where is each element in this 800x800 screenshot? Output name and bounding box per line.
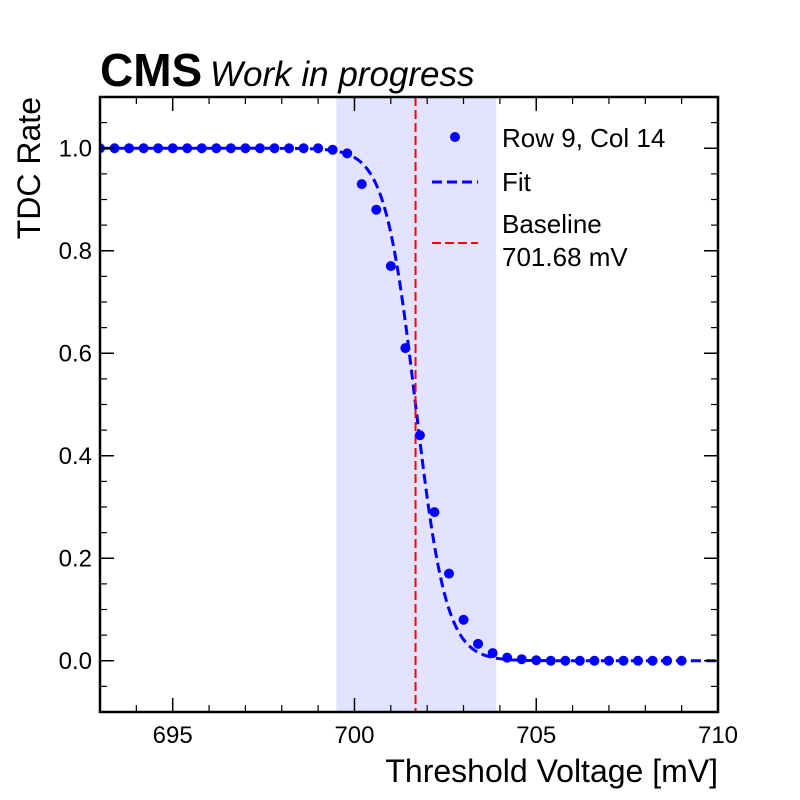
data-point <box>560 655 571 666</box>
y-tick-label: 0.4 <box>59 443 92 470</box>
data-point <box>167 143 178 154</box>
data-point <box>574 655 585 666</box>
data-point <box>647 655 658 666</box>
data-point <box>342 148 353 159</box>
data-point <box>516 654 527 665</box>
data-point <box>371 204 382 215</box>
data-point <box>589 655 600 666</box>
data-point <box>545 655 556 666</box>
legend-label-data: Row 9, Col 14 <box>502 123 665 153</box>
y-tick-label: 0.2 <box>59 545 92 572</box>
plot-area <box>100 97 718 712</box>
legend-label-baseline: Baseline <box>502 209 602 239</box>
data-point <box>225 143 236 154</box>
data-point <box>662 655 673 666</box>
experiment-label: CMS <box>100 44 202 96</box>
data-point <box>138 143 149 154</box>
data-point <box>211 143 222 154</box>
data-point <box>487 648 498 659</box>
data-point <box>385 261 396 272</box>
data-point <box>531 655 542 666</box>
status-label: Work in progress <box>210 55 475 94</box>
data-point <box>676 655 687 666</box>
data-point <box>400 343 411 354</box>
y-tick-label: 0.8 <box>59 238 92 265</box>
data-point <box>109 143 120 154</box>
data-point <box>254 143 265 154</box>
chart-header: CMS Work in progress <box>100 44 475 96</box>
data-point <box>196 143 207 154</box>
y-tick-label: 0.6 <box>59 340 92 367</box>
data-point <box>153 143 164 154</box>
legend-label-fit: Fit <box>502 167 532 197</box>
x-tick-label: 705 <box>516 722 556 749</box>
data-point <box>443 568 454 579</box>
data-point <box>603 655 614 666</box>
plot-inner <box>100 97 718 712</box>
data-point <box>269 143 280 154</box>
data-point <box>618 655 629 666</box>
data-point <box>356 179 367 190</box>
data-point <box>327 144 338 155</box>
x-tick-label: 700 <box>334 722 374 749</box>
data-point <box>458 614 469 625</box>
data-point <box>502 652 513 663</box>
data-point <box>298 143 309 154</box>
axes: 695 700 705 710 0.0 0.2 0.4 0.6 0.8 1.0 <box>59 95 738 749</box>
legend-label-baseline-value: 701.68 mV <box>502 242 628 272</box>
data-point <box>429 507 440 518</box>
data-point <box>313 143 324 154</box>
y-tick-label: 1.0 <box>59 135 92 162</box>
data-point <box>473 638 484 649</box>
y-axis-title: TDC Rate <box>11 97 47 239</box>
y-tick-label: 0.0 <box>59 648 92 675</box>
x-tick-label: 710 <box>698 722 738 749</box>
data-point <box>414 430 425 441</box>
x-axis-title: Threshold Voltage [mV] <box>385 753 718 789</box>
data-point <box>633 655 644 666</box>
legend-marker-data <box>450 132 460 142</box>
data-point <box>182 143 193 154</box>
data-point <box>284 143 295 154</box>
data-point <box>124 143 135 154</box>
x-tick-label: 695 <box>153 722 193 749</box>
data-point <box>240 143 251 154</box>
